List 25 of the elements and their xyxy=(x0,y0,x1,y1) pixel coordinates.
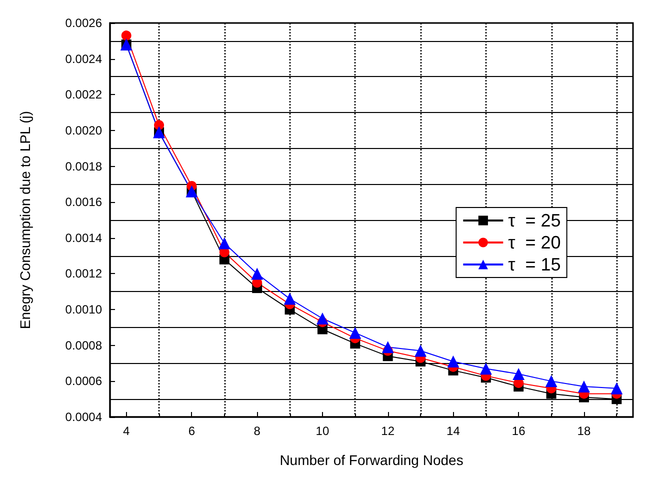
legend-label: τ = 25 xyxy=(508,210,561,230)
y-tick-label: 0.0006 xyxy=(65,374,102,388)
x-axis-title: Number of Forwarding Nodes xyxy=(280,452,464,468)
legend-label: τ = 15 xyxy=(508,254,561,274)
y-tick-label: 0.0008 xyxy=(65,338,102,352)
x-tick-label: 4 xyxy=(123,424,130,438)
x-tick-label: 12 xyxy=(381,424,395,438)
legend-label: τ = 20 xyxy=(508,232,561,252)
x-tick-label: 16 xyxy=(512,424,526,438)
y-tick-label: 0.0018 xyxy=(65,159,102,174)
y-tick-label: 0.0024 xyxy=(65,52,102,66)
y-tick-label: 0.0026 xyxy=(65,16,102,30)
y-tick-label: 0.0016 xyxy=(65,195,102,210)
x-tick-label: 6 xyxy=(188,424,196,438)
y-tick-label: 0.0004 xyxy=(65,410,102,424)
y-tick-label: 0.0012 xyxy=(65,266,102,281)
y-tick-label: 0.0014 xyxy=(65,230,102,245)
x-tick-label: 8 xyxy=(254,424,261,438)
x-tick-label: 10 xyxy=(316,424,330,438)
y-tick-label: 0.0020 xyxy=(65,123,102,138)
y-tick-label: 0.0022 xyxy=(65,88,102,102)
y-tick-label: 0.0010 xyxy=(65,302,102,317)
x-tick-label: 18 xyxy=(577,424,591,438)
y-axis-title: Enegry Consumption due to LPL (j) xyxy=(17,110,33,330)
x-tick-label: 14 xyxy=(446,424,460,438)
